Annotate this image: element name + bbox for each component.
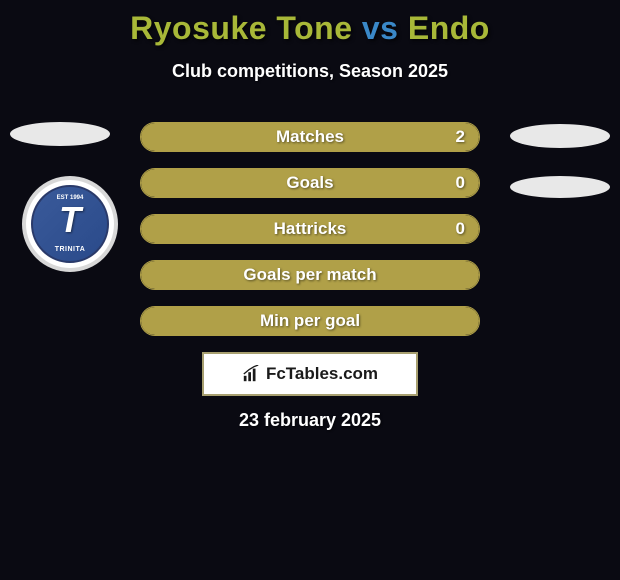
bar-min-per-goal: Min per goal xyxy=(140,306,480,336)
bar-label: Min per goal xyxy=(141,307,479,335)
main-container: Ryosuke Tone vs Endo Club competitions, … xyxy=(0,0,620,580)
bar-label: Hattricks xyxy=(141,215,479,243)
title-player2: Endo xyxy=(408,10,490,46)
bar-value: 0 xyxy=(456,215,465,243)
content-area: EST 1994 T TRINITA Matches 2 Goals 0 Hat… xyxy=(0,122,620,431)
bar-label: Goals per match xyxy=(141,261,479,289)
subtitle: Club competitions, Season 2025 xyxy=(0,61,620,82)
team-logo: EST 1994 T TRINITA xyxy=(22,176,118,272)
bar-matches: Matches 2 xyxy=(140,122,480,152)
date-text: 23 february 2025 xyxy=(0,410,620,431)
bar-value: 2 xyxy=(456,123,465,151)
bar-goals-per-match: Goals per match xyxy=(140,260,480,290)
player1-avatar xyxy=(10,122,110,146)
chart-icon xyxy=(242,365,260,383)
team-logo-name: TRINITA xyxy=(55,246,86,253)
stats-bars: Matches 2 Goals 0 Hattricks 0 Goals per … xyxy=(140,122,480,336)
brand-box[interactable]: FcTables.com xyxy=(202,352,418,396)
bar-value: 0 xyxy=(456,169,465,197)
bar-label: Goals xyxy=(141,169,479,197)
player2-avatar xyxy=(510,124,610,148)
title-player1: Ryosuke Tone xyxy=(130,10,352,46)
bar-hattricks: Hattricks 0 xyxy=(140,214,480,244)
page-title: Ryosuke Tone vs Endo xyxy=(0,10,620,47)
bar-goals: Goals 0 xyxy=(140,168,480,198)
bar-label: Matches xyxy=(141,123,479,151)
title-vs: vs xyxy=(352,10,407,46)
player2-avatar-2 xyxy=(510,176,610,198)
team-logo-letter: T xyxy=(59,199,81,241)
team-logo-est: EST 1994 xyxy=(57,195,84,201)
brand-text: FcTables.com xyxy=(266,364,378,384)
team-logo-inner: EST 1994 T TRINITA xyxy=(31,185,109,263)
